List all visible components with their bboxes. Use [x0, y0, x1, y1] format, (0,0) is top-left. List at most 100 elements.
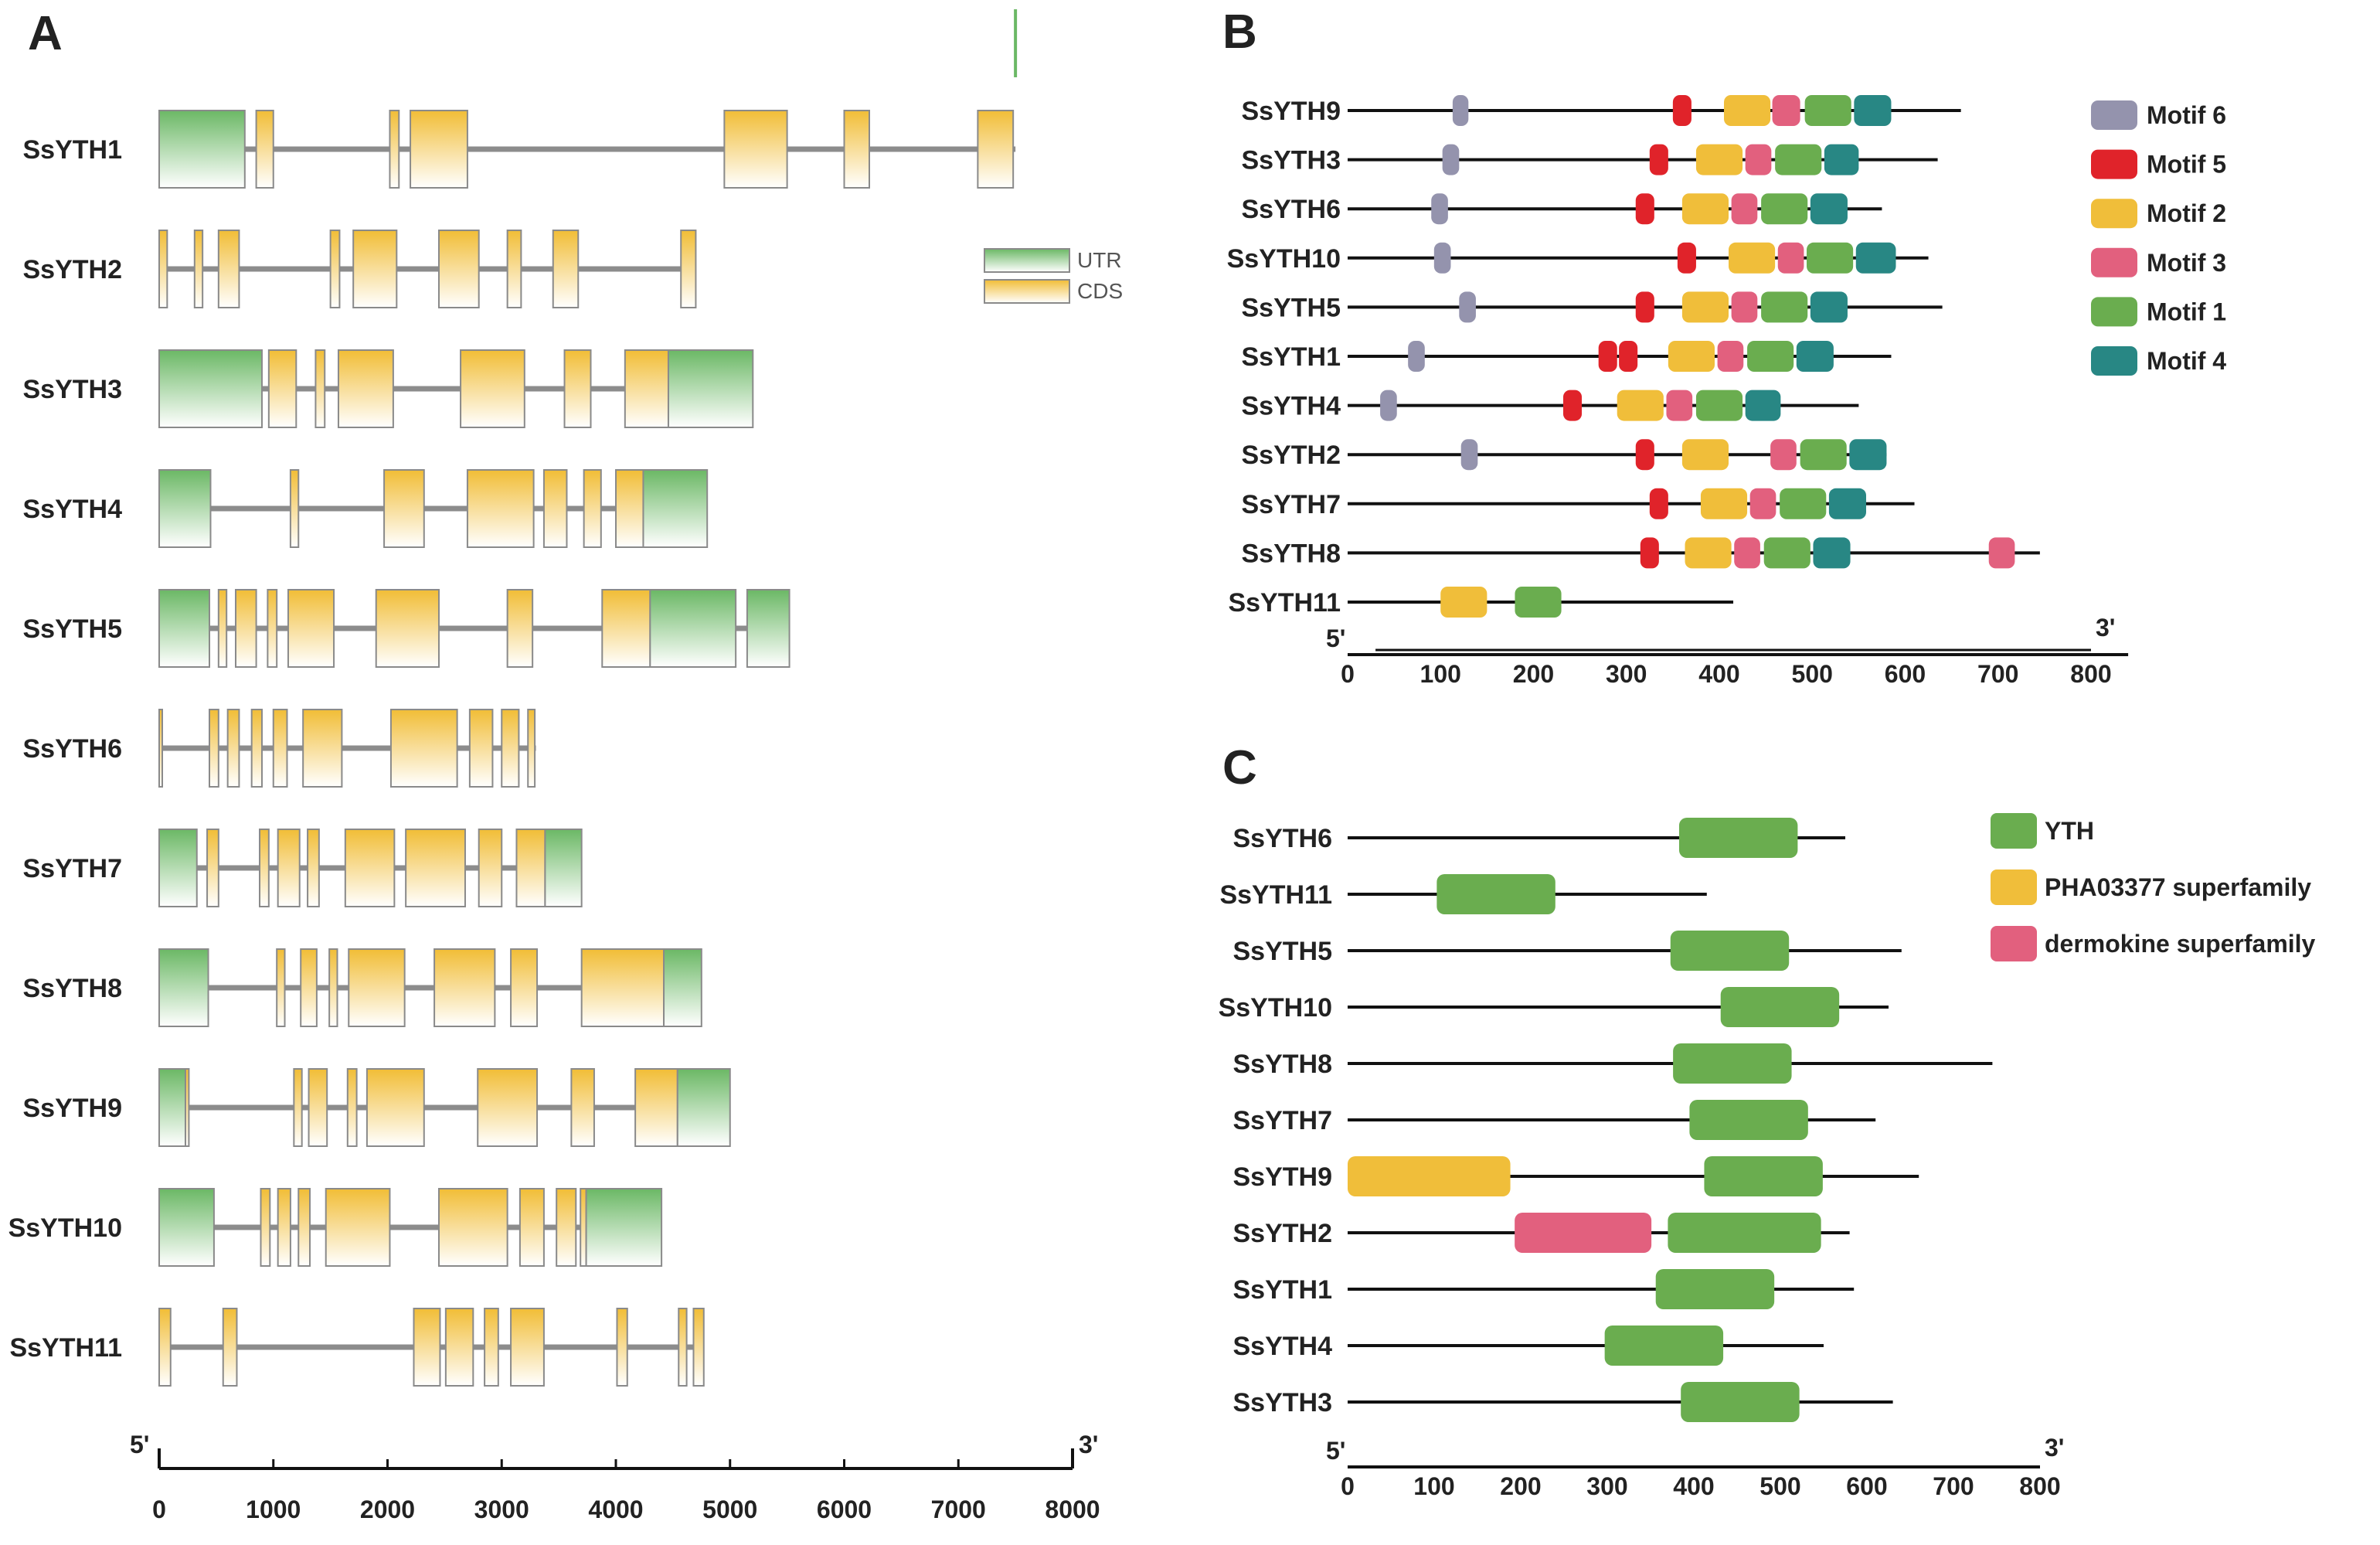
motif1-block: [1761, 193, 1808, 225]
axis-3prime-label: 3': [2096, 614, 2115, 641]
legend-swatch-motif4: [2091, 346, 2137, 376]
legend-swatch-motif2: [2091, 199, 2137, 229]
cds-block: [580, 1188, 587, 1267]
gene-row: SsYTH6: [23, 709, 536, 788]
legend-label-motif3: Motif 3: [2147, 249, 2226, 277]
cds-block: [217, 589, 228, 668]
cds-block: [460, 349, 525, 428]
gene-row: SsYTH8: [23, 948, 702, 1027]
motif4-block: [1745, 390, 1781, 421]
cds-block: [615, 469, 644, 548]
motif1-block: [1763, 537, 1810, 569]
protein-name-label: SsYTH4: [1242, 392, 1341, 421]
cds-block: [410, 110, 468, 189]
axis-tick-label: 5000: [702, 1496, 757, 1523]
axis-tick-label: 700: [1933, 1472, 1974, 1500]
motif2-block: [1695, 144, 1743, 175]
legend-label-motif5: Motif 5: [2147, 151, 2226, 179]
legend-label-motif4: Motif 4: [2147, 347, 2226, 375]
utr-block: [746, 589, 790, 668]
axis-tick-label: 3000: [474, 1496, 529, 1523]
gene-name-label: SsYTH9: [23, 1094, 123, 1123]
cds-block: [287, 589, 335, 668]
motif-row: SsYTH9: [1242, 95, 1961, 126]
protein-name-label: SsYTH2: [1242, 441, 1341, 470]
legend-swatch-motif3: [2091, 247, 2137, 277]
motif3-block: [1731, 193, 1758, 225]
cds-block: [307, 829, 320, 907]
cds-block: [478, 829, 503, 907]
motif5-block: [1598, 341, 1617, 372]
yth-domain-block: [1689, 1100, 1808, 1140]
utr-block: [667, 349, 754, 428]
axis-tick-label: 100: [1420, 660, 1461, 688]
cds-block: [276, 948, 286, 1027]
domain-row: SsYTH11: [1219, 874, 1707, 914]
cds-block: [375, 589, 440, 668]
cds-block: [328, 948, 338, 1027]
cds-block: [556, 1188, 577, 1267]
protein-name-label: SsYTH10: [1219, 993, 1332, 1023]
cds-block: [234, 589, 257, 668]
cds-block: [293, 1068, 303, 1147]
cds-block: [506, 589, 534, 668]
cds-block: [209, 709, 219, 788]
motif1-block: [1515, 587, 1562, 618]
cds-block: [437, 230, 480, 308]
cds-block: [405, 829, 466, 907]
cds-block: [434, 948, 496, 1027]
cds-block: [222, 1308, 238, 1387]
domain-row: SsYTH5: [1233, 931, 1902, 971]
cds-block: [444, 1308, 474, 1387]
motif4-block: [1796, 341, 1834, 372]
axis-tick-label: 0: [1341, 1472, 1355, 1500]
motif1-block: [1804, 95, 1851, 126]
domain-row: SsYTH1: [1233, 1269, 1855, 1309]
cds-block: [255, 110, 274, 189]
motif-row: SsYTH5: [1242, 291, 1943, 323]
gene-name-label: SsYTH3: [23, 375, 123, 404]
axis-tick-label: 400: [1673, 1472, 1714, 1500]
legend-label-motif6: Motif 6: [2147, 101, 2226, 129]
cds-block: [277, 829, 301, 907]
motif2-block: [1724, 95, 1771, 126]
motif5-block: [1635, 291, 1654, 323]
yth-domain-block: [1720, 987, 1840, 1027]
legend-swatch-pha: [1991, 869, 2037, 905]
cds-block: [477, 1068, 539, 1147]
cds-block: [383, 469, 425, 548]
motif-row: SsYTH10: [1227, 242, 1929, 274]
cds-block: [272, 709, 288, 788]
cds-block: [515, 829, 546, 907]
protein-name-label: SsYTH3: [1233, 1388, 1333, 1417]
cds-block: [389, 110, 400, 189]
cds-block: [680, 230, 697, 308]
cds-block: [570, 1068, 595, 1147]
derm-domain-block: [1515, 1213, 1652, 1253]
legend-swatch-utr: [984, 248, 1070, 273]
axis-tick-label: 700: [1977, 660, 2018, 688]
axis-tick-label: 1000: [246, 1496, 301, 1523]
utr-block: [158, 589, 211, 668]
cds-block: [260, 1188, 271, 1267]
cds-block: [348, 948, 406, 1027]
motif2-block: [1700, 488, 1748, 519]
legend-label-pha: PHA03377 superfamily: [2045, 873, 2311, 901]
axis-tick-label: 600: [1885, 660, 1926, 688]
legend-swatch-cds: [984, 279, 1070, 304]
axis-tick-label: 200: [1513, 660, 1554, 688]
cds-block: [977, 110, 1015, 189]
protein-name-label: SsYTH8: [1233, 1050, 1333, 1079]
axis-tick-label: 300: [1586, 1472, 1627, 1500]
utr-block: [158, 948, 209, 1027]
legend-swatch-motif6: [2091, 100, 2137, 130]
utr-block: [676, 1068, 731, 1147]
legend-label-utr: UTR: [1077, 248, 1122, 272]
cds-block: [337, 349, 394, 428]
motif5-block: [1649, 144, 1668, 175]
gene-name-label: SsYTH7: [23, 854, 123, 883]
utr-block: [158, 1188, 215, 1267]
cds-block: [250, 709, 263, 788]
panel-a-label: A: [28, 7, 63, 60]
gene-row: SsYTH7: [23, 829, 583, 907]
